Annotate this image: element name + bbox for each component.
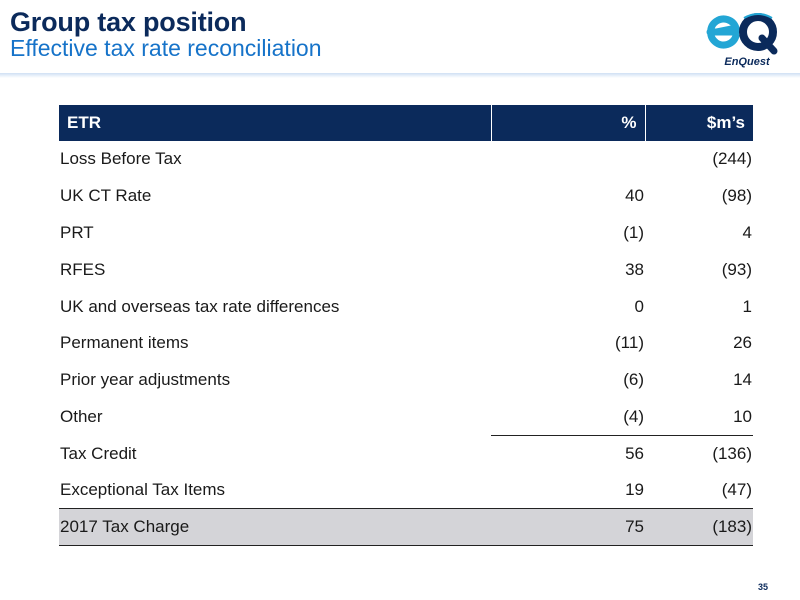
row-pct: 75: [491, 508, 645, 547]
table-row: Exceptional Tax Items 19 (47): [59, 472, 753, 509]
table-row: Prior year adjustments (6) 14: [59, 362, 753, 399]
row-pct: 19: [625, 480, 644, 500]
slide-header: Group tax position Effective tax rate re…: [0, 0, 800, 78]
total-row: 2017 Tax Charge 75 (183): [59, 508, 753, 547]
row-label: Permanent items: [60, 333, 189, 353]
row-label: Other: [60, 406, 103, 426]
row-value: (47): [721, 480, 752, 500]
table-row: Permanent items (11) 26: [59, 325, 753, 362]
page-number: 35: [757, 582, 768, 592]
row-label: UK and overseas tax rate differences: [60, 296, 340, 316]
logo-mark-icon: [706, 13, 778, 55]
row-pct: 56: [491, 434, 645, 473]
page-subtitle: Effective tax rate reconciliation: [10, 35, 322, 61]
row-pct: (11): [615, 333, 644, 353]
row-pct: (6): [623, 370, 644, 390]
row-value: 1: [742, 296, 752, 316]
row-label: 2017 Tax Charge: [59, 508, 491, 547]
table-row: Loss Before Tax (244): [59, 141, 753, 178]
table-row: PRT (1) 4: [59, 215, 753, 252]
row-value: (93): [721, 259, 752, 279]
row-value: 4: [742, 222, 752, 242]
table-row: Other (4) 10: [59, 399, 753, 436]
row-label: Tax Credit: [60, 443, 137, 463]
row-value: 14: [733, 370, 752, 390]
page-title: Group tax position: [10, 7, 247, 37]
row-pct: [491, 141, 645, 178]
row-pct: 0: [634, 296, 644, 316]
row-value: (244): [712, 149, 752, 169]
column-header-pct: %: [491, 105, 646, 141]
table-row: RFES 38 (93): [59, 251, 753, 288]
row-pct: (1): [623, 222, 644, 242]
row-value: 10: [733, 406, 752, 426]
row-label: Loss Before Tax: [60, 149, 182, 169]
table-header-row: ETR % $m’s: [59, 105, 753, 141]
row-label: PRT: [60, 222, 94, 242]
row-pct: 38: [625, 259, 644, 279]
row-value: (136): [645, 434, 753, 473]
table-row: UK and overseas tax rate differences 0 1: [59, 288, 753, 325]
row-label: Exceptional Tax Items: [60, 480, 226, 500]
row-value: 26: [733, 333, 752, 353]
row-pct: 40: [625, 186, 644, 206]
table-row: UK CT Rate 40 (98): [59, 178, 753, 215]
logo-wordmark: EnQuest: [724, 56, 770, 68]
enquest-logo: EnQuest: [696, 6, 796, 72]
row-value: (183): [645, 508, 753, 547]
subtotal-row: Tax Credit 56 (136): [59, 434, 753, 473]
etr-table: ETR % $m’s Loss Before Tax (244) UK CT R…: [59, 105, 753, 547]
row-label: Prior year adjustments: [60, 370, 231, 390]
row-value: (98): [721, 186, 752, 206]
column-header-etr: ETR: [59, 105, 492, 141]
header-divider: [0, 73, 800, 78]
row-label: RFES: [60, 259, 106, 279]
row-pct: (4): [623, 406, 644, 426]
column-header-value: $m’s: [645, 105, 753, 141]
row-label: UK CT Rate: [60, 186, 152, 206]
